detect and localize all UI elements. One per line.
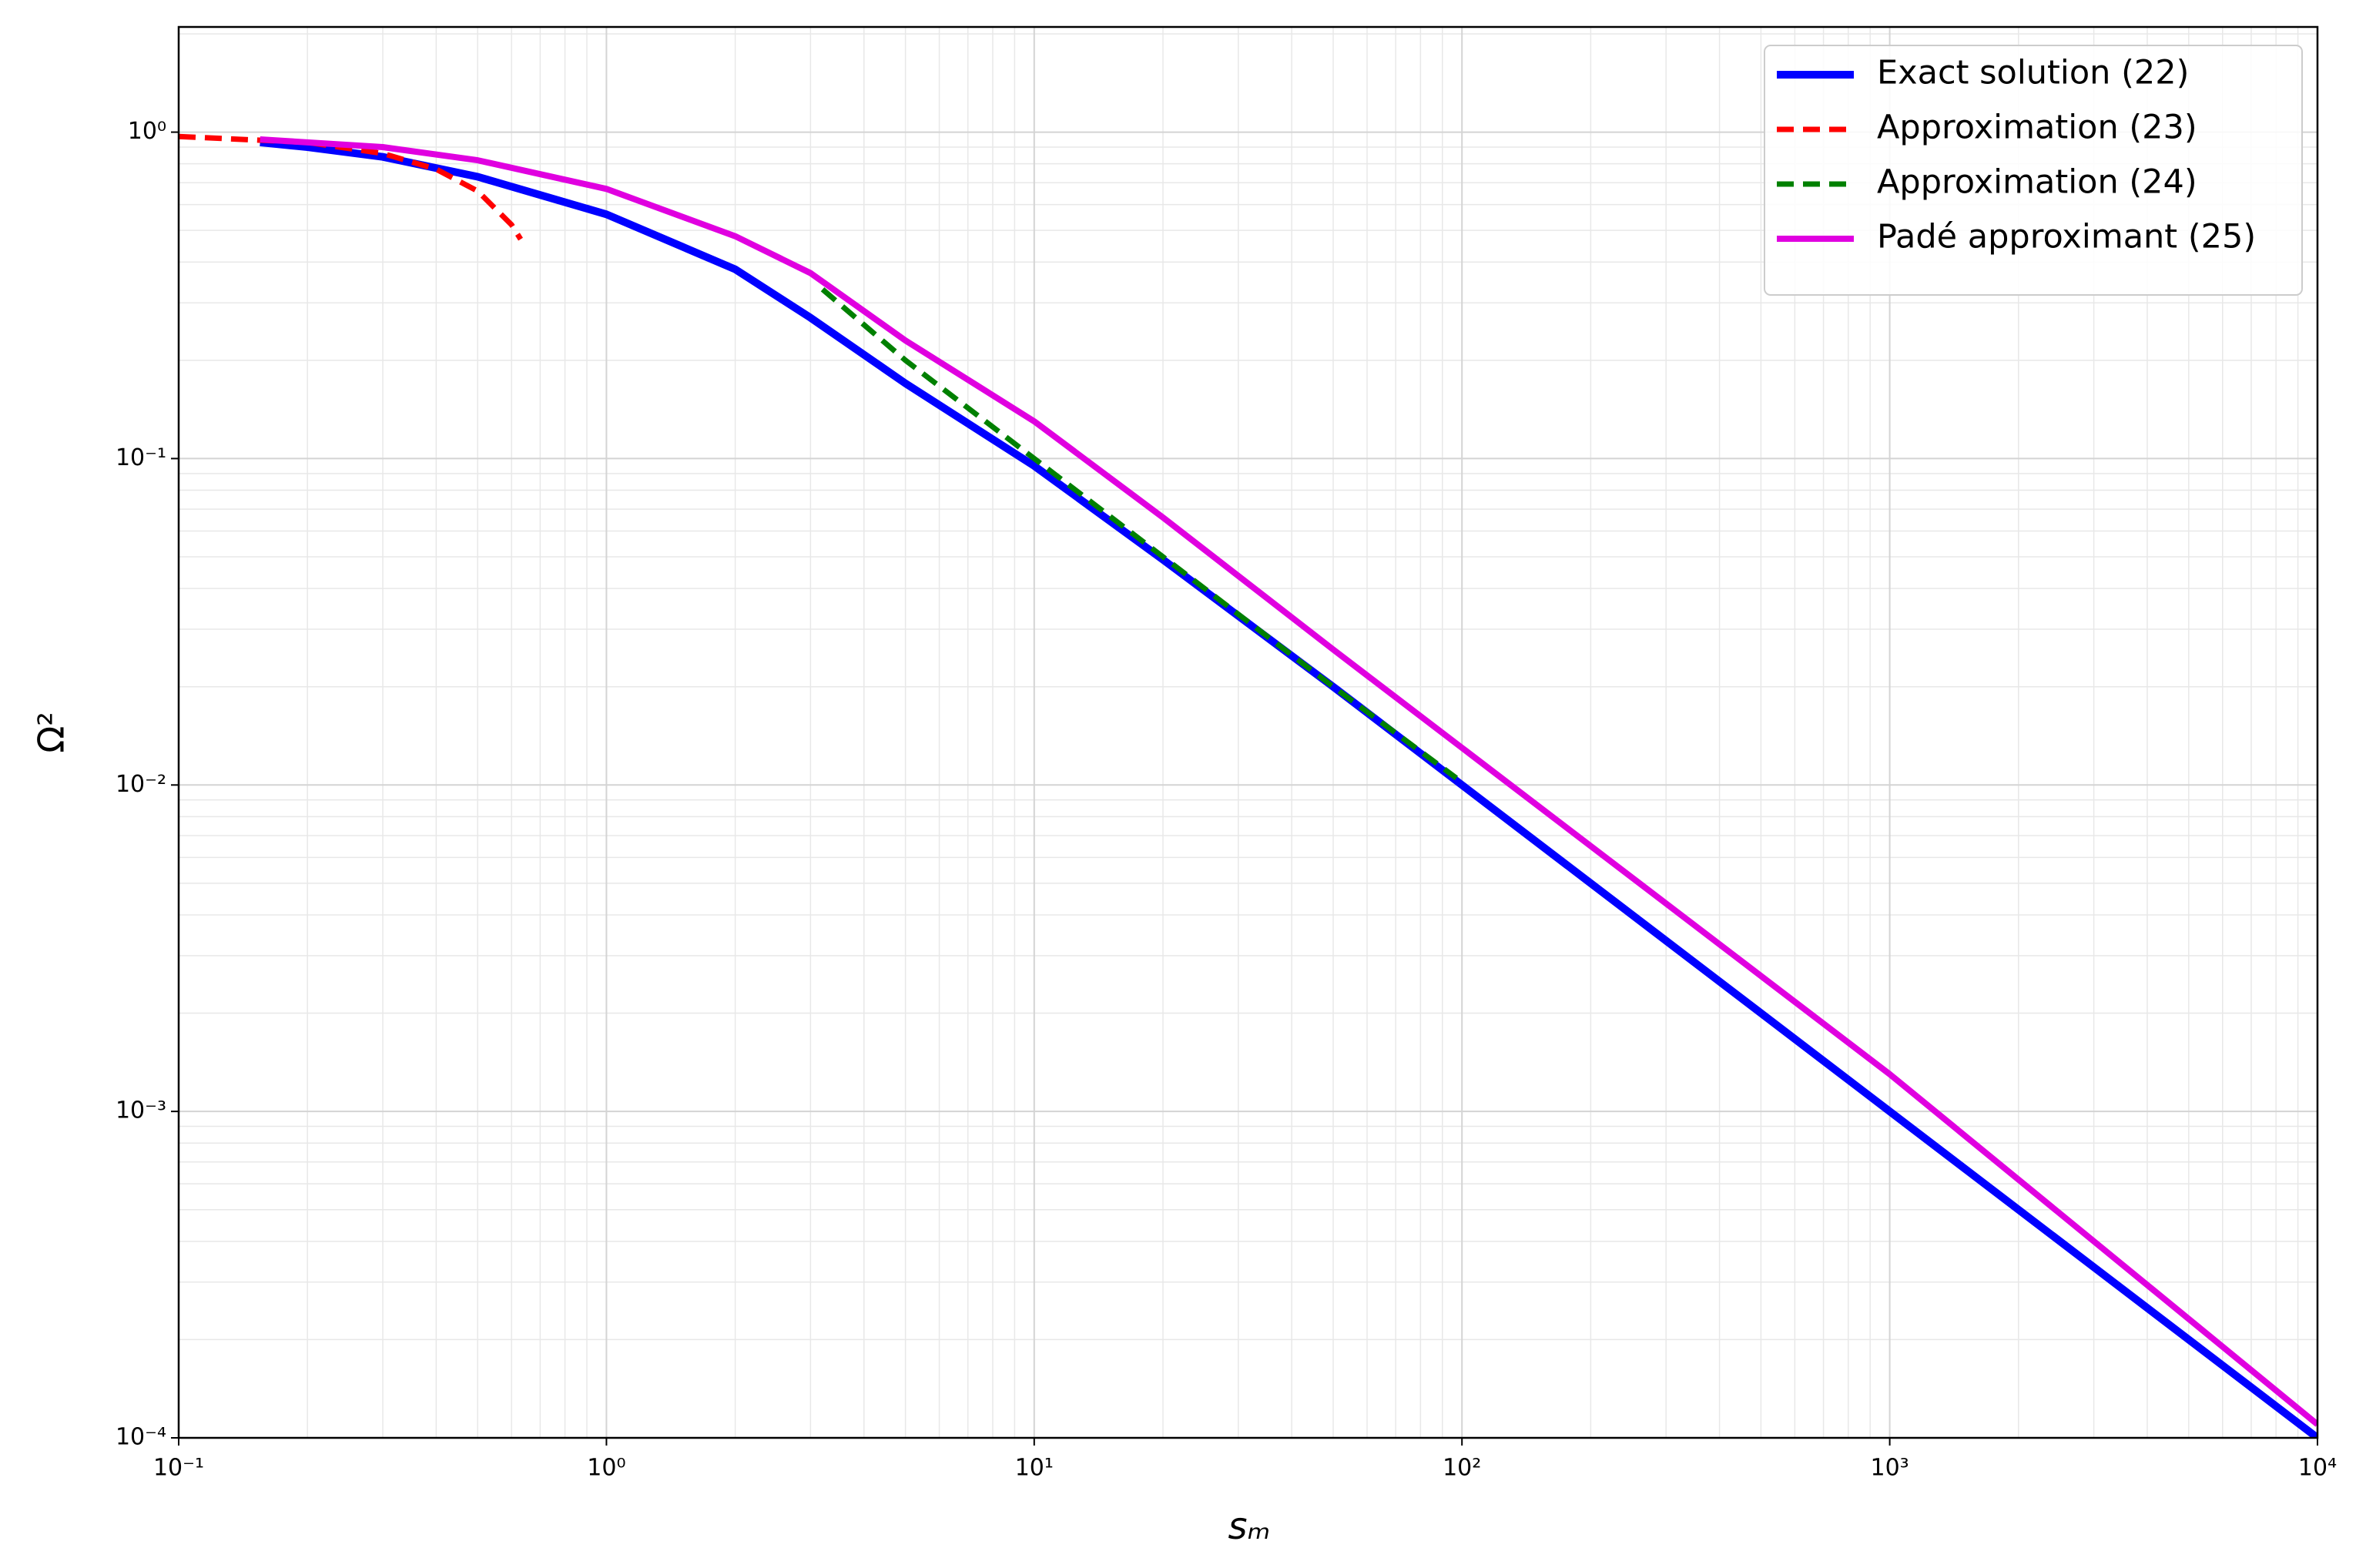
series-line <box>260 136 2317 1427</box>
legend-label: Padé approximant (25) <box>1877 218 2256 256</box>
y-axis-label: Ω² <box>31 712 72 753</box>
legend-label: Approximation (23) <box>1877 109 2197 147</box>
labels: 10⁻¹ 10⁰ 10¹ 10² 10³ 10⁴ 10⁻⁴ 10⁻³ 10⁻² 10⁻¹ 10⁰ <box>116 118 2337 1481</box>
series-line <box>820 287 1458 781</box>
legend-box <box>1764 45 2303 296</box>
y-tick-label: 10⁻⁴ <box>116 1424 166 1451</box>
x-axis-label: sₘ <box>1228 1505 1271 1548</box>
y-tick-label: 10⁻³ <box>116 1097 166 1124</box>
plot-lines <box>179 133 2317 1438</box>
series-line <box>179 133 523 241</box>
axes-frame <box>177 25 2319 1439</box>
x-tick-label: 10⁴ <box>2298 1455 2337 1482</box>
grid <box>178 27 2318 1439</box>
legend-label: Exact solution (22) <box>1877 54 2189 92</box>
x-tick-label: 10⁰ <box>587 1455 625 1482</box>
x-tick-label: 10¹ <box>1015 1455 1054 1482</box>
y-tick-label: 10⁻¹ <box>116 444 166 471</box>
x-tick-label: 10⁻¹ <box>153 1455 204 1482</box>
x-tick-label: 10² <box>1443 1455 1481 1482</box>
y-tick-label: 10⁻² <box>116 771 166 798</box>
legend-label: Approximation (24) <box>1877 163 2197 202</box>
x-tick-label: 10³ <box>1870 1455 1909 1482</box>
y-tick-label: 10⁰ <box>128 118 166 145</box>
legend: Exact solution (22) Approximation (23) App… <box>1764 45 2303 296</box>
